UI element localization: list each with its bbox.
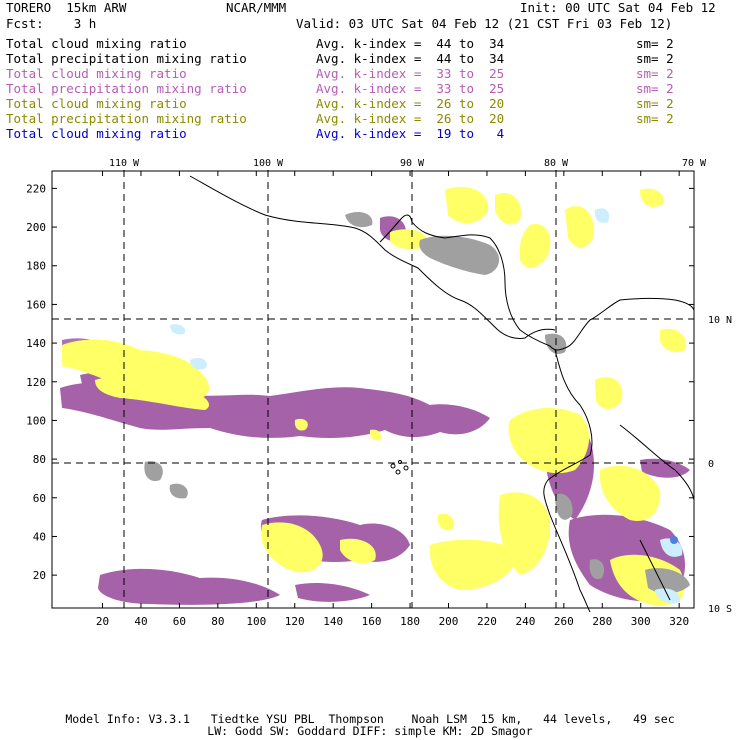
- lon-label-70w: 70 W: [682, 158, 707, 169]
- y-tick-label: 200: [26, 221, 46, 234]
- lightblue-field: [190, 357, 207, 370]
- legend-row: Total cloud mixing ratio Avg. k-index = 4…: [6, 36, 736, 51]
- y-tick-label: 80: [33, 453, 46, 466]
- legend-field-name: Total precipitation mixing ratio: [6, 51, 247, 66]
- y-tick-label: 40: [33, 530, 46, 543]
- x-tick-label: 20: [96, 615, 109, 628]
- legend-row: Total cloud mixing ratio Avg. k-index = 1…: [6, 126, 736, 141]
- y-tick-label: 120: [26, 376, 46, 389]
- legend-sm: sm= 2: [636, 66, 674, 81]
- lon-label-80w: 80 W: [544, 158, 569, 169]
- footer-model-info: Model Info: V3.3.1 Tiedtke YSU PBL Thomp…: [65, 712, 675, 726]
- x-tick-label: 80: [211, 615, 224, 628]
- legend-sm: sm= 2: [636, 51, 674, 66]
- x-tick-label: 120: [285, 615, 305, 628]
- lon-label-90w: 90 W: [400, 158, 425, 169]
- map-frame: [51, 170, 695, 609]
- org-label: NCAR/MMM: [226, 0, 287, 15]
- model-title: TORERO 15km ARW: [6, 0, 127, 15]
- legend-field-name: Total precipitation mixing ratio: [6, 81, 247, 96]
- legend-kindex: Avg. k-index = 33 to 25: [316, 81, 505, 96]
- legend-field-name: Total precipitation mixing ratio: [6, 111, 247, 126]
- lat-label-0: 0: [708, 459, 714, 470]
- legend-sm: sm= 2: [636, 81, 674, 96]
- footer-physics-info: LW: Godd SW: Goddard DIFF: simple KM: 2D…: [207, 724, 533, 738]
- legend-row: Total cloud mixing ratio Avg. k-index = 2…: [6, 96, 736, 111]
- legend-row: Total cloud mixing ratio Avg. k-index = 3…: [6, 66, 736, 81]
- x-tick-label: 300: [631, 615, 651, 628]
- legend-kindex: Avg. k-index = 26 to 20: [316, 111, 505, 126]
- lat-label-10s: 10 S: [708, 604, 732, 615]
- legend-sm: sm= 2: [636, 36, 674, 51]
- x-tick-label: 180: [400, 615, 420, 628]
- x-tick-label: 220: [477, 615, 497, 628]
- x-tick-label: 320: [669, 615, 689, 628]
- legend-kindex: Avg. k-index = 44 to 34: [316, 36, 505, 51]
- y-tick-label: 220: [26, 182, 46, 195]
- legend-field-name: Total cloud mixing ratio: [6, 66, 187, 81]
- weather-map: 20 40 60 80 100 120 140 160 180 200 220 240 260 280 30…: [26, 158, 732, 628]
- legend-sm: sm= 2: [636, 96, 674, 111]
- legend-kindex: Avg. k-index = 33 to 25: [316, 66, 505, 81]
- x-tick-label: 60: [173, 615, 186, 628]
- legend-sm: sm= 2: [636, 111, 674, 126]
- x-tick-label: 240: [515, 615, 535, 628]
- valid-time: Valid: 03 UTC Sat 04 Feb 12 (21 CST Fri …: [296, 16, 673, 31]
- y-tick-label: 160: [26, 298, 46, 311]
- legend-field-name: Total cloud mixing ratio: [6, 96, 187, 111]
- y-tick-label: 100: [26, 414, 46, 427]
- legend-field-name: Total cloud mixing ratio: [6, 126, 187, 141]
- init-time: Init: 00 UTC Sat 04 Feb 12: [520, 0, 716, 15]
- x-tick-label: 260: [554, 615, 574, 628]
- legend-row: Total precipitation mixing ratio Avg. k-i…: [6, 81, 736, 96]
- legend-row: Total precipitation mixing ratio Avg. k-i…: [6, 51, 736, 66]
- x-tick-label: 200: [439, 615, 459, 628]
- lon-label-100w: 100 W: [253, 158, 284, 169]
- coastlines: [189, 175, 695, 613]
- gray-field: [419, 235, 500, 275]
- graticule: [52, 170, 694, 608]
- forecast-hour: Fcst: 3 h: [6, 16, 97, 31]
- y-tick-label: 140: [26, 337, 46, 350]
- x-tick-label: 40: [134, 615, 147, 628]
- blue-field: [670, 536, 678, 544]
- legend-kindex: Avg. k-index = 44 to 34: [316, 51, 505, 66]
- legend-row: Total precipitation mixing ratio Avg. k-i…: [6, 111, 736, 126]
- x-tick-label: 100: [246, 615, 266, 628]
- legend-field-name: Total cloud mixing ratio: [6, 36, 187, 51]
- y-tick-label: 20: [33, 569, 46, 582]
- x-tick-label: 280: [592, 615, 612, 628]
- precip-fields: [60, 186, 690, 606]
- y-tick-label: 180: [26, 260, 46, 273]
- y-tick-label: 60: [33, 492, 46, 505]
- legend-kindex: Avg. k-index = 26 to 20: [316, 96, 505, 111]
- x-tick-label: 140: [323, 615, 343, 628]
- x-tick-label: 160: [362, 615, 382, 628]
- legend-kindex: Avg. k-index = 19 to 4: [316, 126, 505, 141]
- lat-label-10n: 10 N: [708, 315, 732, 326]
- lon-label-110w: 110 W: [109, 158, 140, 169]
